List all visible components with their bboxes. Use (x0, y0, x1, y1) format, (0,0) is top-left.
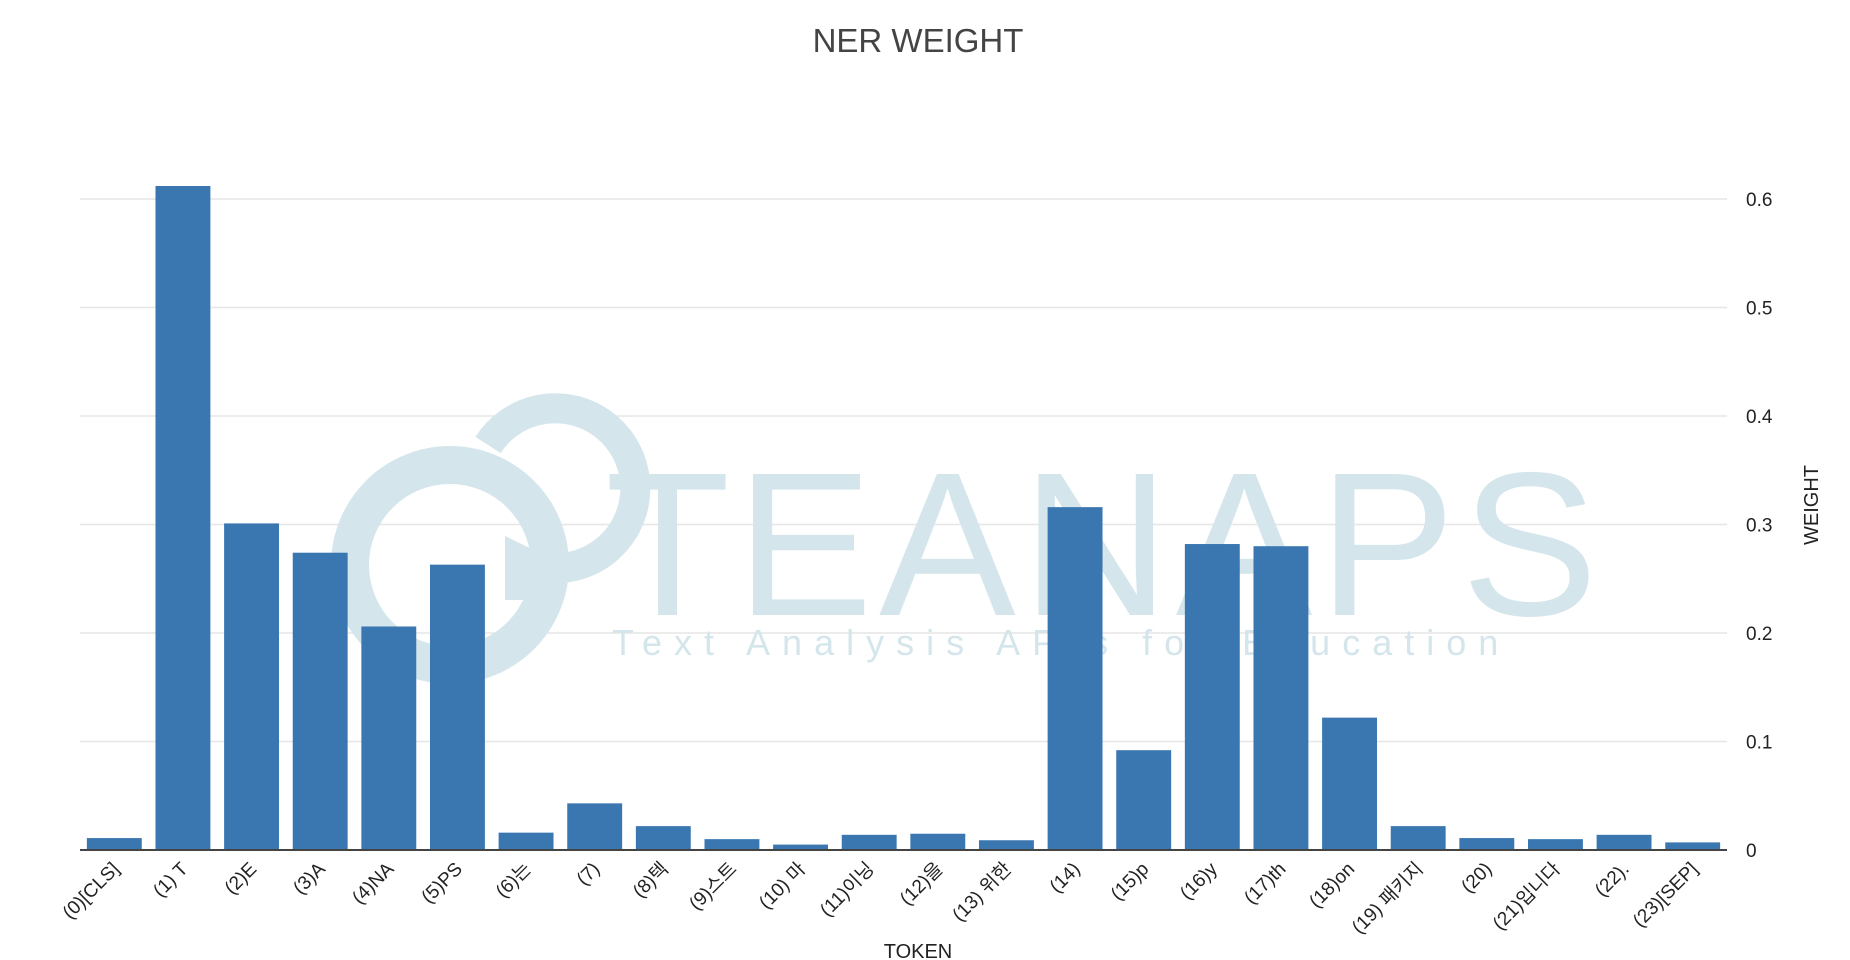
y-tick-label: 0.4 (1746, 407, 1773, 428)
x-axis-title: TOKEN (884, 941, 953, 960)
y-tick-label: 0.6 (1746, 190, 1772, 211)
x-tick-label: (0)[CLS] (59, 859, 124, 924)
x-tick-label: (4)NA (348, 858, 398, 908)
x-tick-label: (11)이닝 (816, 858, 879, 921)
y-tick-label: 0 (1746, 841, 1757, 862)
at-sign-logo-icon (331, 393, 651, 684)
y-tick-label: 0.5 (1746, 299, 1772, 320)
bar-11 (841, 834, 897, 850)
bar-22 (1596, 834, 1652, 850)
bar-2 (224, 523, 280, 850)
x-tick-label: (19) 패키지 (1347, 858, 1427, 938)
bar-20 (1459, 838, 1515, 850)
bar-16 (1184, 544, 1240, 850)
bar-7 (567, 803, 623, 850)
y-axis-title: WEIGHT (1801, 465, 1823, 545)
bar-10 (773, 844, 829, 850)
bar-13 (978, 840, 1034, 850)
x-tick-label: (6)는 (492, 859, 536, 903)
bar-1 (155, 185, 211, 851)
bar-9 (704, 839, 760, 850)
bar-21 (1527, 839, 1583, 850)
x-tick-label: (20) (1458, 859, 1497, 898)
x-tick-label: (9)스트 (685, 859, 741, 915)
bar-6 (498, 832, 554, 850)
bar-0 (86, 838, 142, 850)
bar-23 (1665, 842, 1721, 850)
y-tick-label: 0.3 (1746, 516, 1772, 537)
x-tick-label: (2)E (221, 859, 261, 899)
bar-18 (1322, 717, 1378, 850)
x-tick-label: (17)th (1240, 859, 1290, 909)
bars (86, 185, 1721, 851)
x-tick-label: (5)PS (418, 859, 467, 908)
x-tick-label: (15)p (1107, 859, 1153, 905)
x-tick-label: (21)입니다 (1488, 858, 1565, 935)
x-tick-label: (7) (573, 859, 604, 890)
bar-3 (292, 552, 348, 850)
x-tick-label: (18)on (1305, 859, 1359, 913)
chart-title: NER WEIGHT (813, 22, 1024, 59)
bar-15 (1116, 750, 1172, 850)
y-tick-label: 0.2 (1746, 624, 1772, 645)
bar-14 (1047, 507, 1103, 850)
x-tick-label: (22). (1591, 859, 1633, 901)
bar-8 (635, 826, 691, 850)
x-tick-label: (23)[SEP] (1629, 859, 1702, 932)
x-tick-label: (3)A (289, 858, 329, 898)
x-tick-label: (1) T (149, 858, 192, 901)
watermark: TEANAPS Text Analysis APIs for Education (331, 393, 1598, 684)
x-tick-label: (16)y (1176, 858, 1222, 904)
x-tick-label: (10) 마 (755, 858, 811, 914)
bar-5 (429, 564, 485, 850)
y-tick-labels: 0 0.1 0.2 0.3 0.4 0.5 0.6 (1746, 190, 1773, 862)
bar-12 (910, 833, 966, 850)
bar-19 (1390, 826, 1446, 850)
y-tick-label: 0.1 (1746, 733, 1772, 754)
bar-17 (1253, 546, 1309, 850)
x-tick-label: (12)을 (896, 858, 948, 910)
x-tick-label: (13) 위한 (948, 858, 1016, 926)
bar-4 (361, 626, 417, 850)
x-tick-label: (14) (1046, 859, 1085, 898)
x-tick-labels: (0)[CLS] (1) T (2)E (3)A (4)NA (5)PS (6)는 (7) (8… (59, 858, 1702, 938)
x-tick-label: (8)텍 (628, 858, 672, 902)
